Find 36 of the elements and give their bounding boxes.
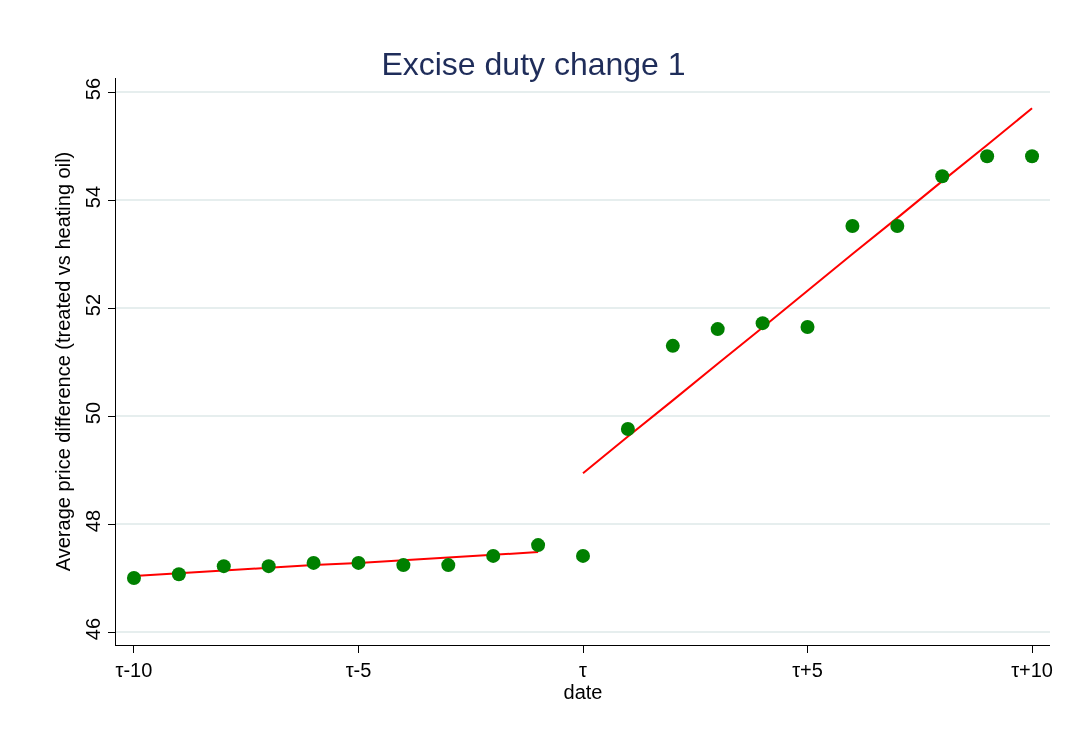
x-axis-title: date — [563, 681, 603, 703]
chart-title: Excise duty change 1 — [381, 45, 686, 82]
y-tick-label: 52 — [82, 293, 104, 317]
point — [441, 558, 456, 573]
point — [216, 559, 231, 574]
point — [306, 555, 321, 570]
x-tick-label: τ — [579, 659, 588, 681]
point — [620, 422, 635, 436]
x-tick-label: τ+10 — [1011, 659, 1053, 681]
point — [171, 567, 186, 582]
x-tick-label: τ-10 — [115, 659, 153, 681]
point — [800, 319, 815, 334]
y-axis-title: Average price difference (treated vs heating oil) — [51, 151, 74, 572]
point — [845, 218, 860, 233]
point — [1025, 149, 1040, 164]
point — [755, 316, 770, 331]
y-tick-label: 48 — [82, 509, 104, 533]
point — [890, 218, 905, 233]
point — [396, 558, 411, 573]
y-tick-label: 46 — [82, 617, 104, 641]
x-tick-label: τ+5 — [792, 659, 823, 681]
y-tick-label: 56 — [82, 77, 104, 101]
point — [935, 169, 950, 184]
point — [261, 559, 276, 574]
point — [576, 548, 590, 563]
y-tick-label: 50 — [82, 401, 104, 425]
point — [665, 338, 680, 353]
point — [980, 149, 995, 164]
x-tick-label: τ-5 — [345, 659, 372, 681]
line-series — [582, 107, 1034, 475]
y-tick-label: 54 — [82, 185, 104, 209]
point — [531, 538, 546, 553]
point — [486, 548, 501, 563]
point — [351, 555, 366, 570]
point — [126, 571, 141, 586]
point — [710, 322, 725, 337]
